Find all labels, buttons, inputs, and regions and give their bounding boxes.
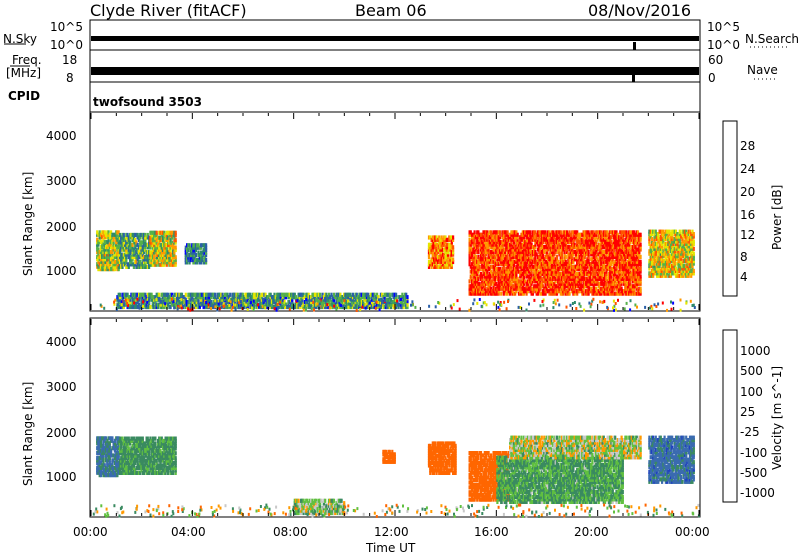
power-cell (693, 232, 695, 236)
power-cell (693, 247, 695, 251)
power-cell (569, 292, 571, 296)
power-cell (205, 243, 207, 247)
power-cell (500, 292, 502, 296)
power-cell (175, 245, 177, 249)
status-panel-frame (90, 20, 700, 112)
power-cell (693, 269, 695, 273)
power-cell (123, 233, 125, 237)
power-cell (588, 250, 590, 254)
power-cell (640, 233, 642, 237)
power-data-layer (96, 230, 696, 312)
power-cell (679, 230, 681, 234)
power-cell (205, 258, 207, 262)
power-cell (156, 231, 158, 235)
power-echo-region (648, 230, 695, 278)
power-cell (214, 293, 216, 297)
power-cell (175, 238, 177, 242)
power-cell (640, 287, 642, 291)
power-cell (693, 239, 695, 243)
power-cell (507, 230, 509, 234)
power-cell (640, 260, 642, 264)
power-echo-region (185, 243, 208, 264)
power-cell (185, 293, 187, 297)
power-cell (119, 293, 121, 297)
power-cell (517, 233, 519, 237)
power-cell (158, 293, 160, 297)
power-cell (175, 231, 177, 235)
power-cell (529, 230, 531, 234)
power-cell (556, 255, 558, 259)
power-cell (195, 253, 197, 257)
nsky-gap-marker (633, 42, 636, 50)
power-cell (149, 305, 151, 309)
power-cell (651, 237, 653, 241)
power-cell (499, 230, 501, 234)
power-cell (640, 255, 642, 259)
power-cell (452, 245, 454, 249)
nsky-trace (91, 36, 699, 41)
power-echo-region (96, 230, 120, 271)
freq-gap-marker (632, 68, 635, 82)
power-cell (452, 257, 454, 261)
power-cell (560, 230, 562, 234)
power-cell (640, 274, 642, 278)
power-echo-region (469, 230, 642, 295)
power-cell (452, 235, 454, 239)
power-cell (475, 255, 477, 259)
power-echo-region (119, 233, 150, 269)
power-cell (175, 255, 177, 259)
power-echo-region (149, 231, 177, 267)
power-cell (640, 243, 642, 247)
power-cell (479, 265, 481, 269)
power-cell (565, 255, 567, 259)
power-echo-region (428, 235, 454, 269)
freq-trace (91, 67, 699, 75)
power-cell (693, 252, 695, 256)
power-cell (229, 293, 231, 297)
power-cell (474, 230, 476, 234)
